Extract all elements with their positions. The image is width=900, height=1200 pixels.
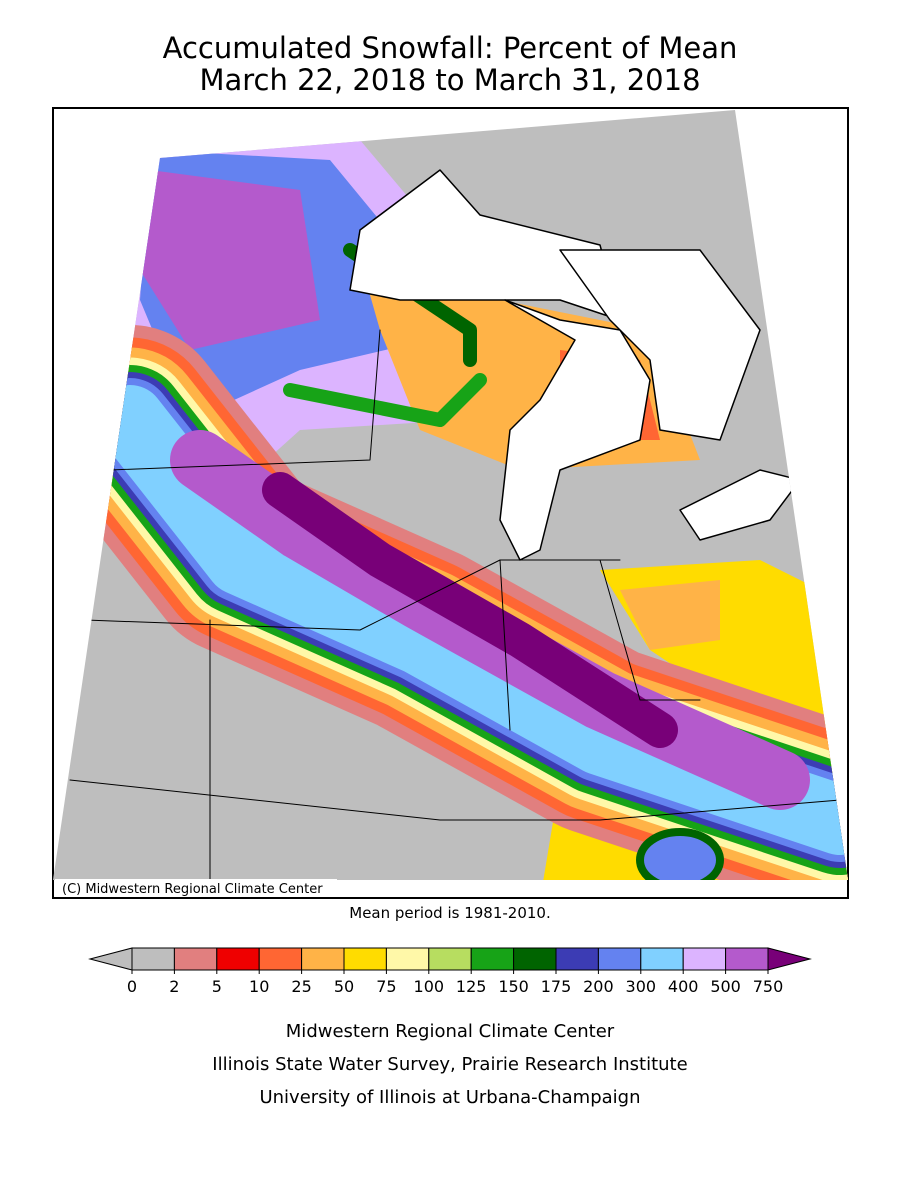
copyright: (C) Midwestern Regional Climate Center: [62, 882, 323, 897]
credit: Midwestern Regional Climate Center: [286, 1021, 615, 1042]
colorbar-tick-label: 5: [212, 977, 222, 996]
colorbar-tick-label: 175: [541, 977, 572, 996]
colorbar-swatch: [173, 947, 218, 971]
map: [53, 110, 848, 880]
colorbar-swatch: [385, 947, 430, 971]
colorbar-tick-label: 2: [169, 977, 179, 996]
colorbar-swatch: [725, 947, 769, 971]
colorbar: 0 2 5 10 25 50 75 100 125 150 175 200 300 400 500 750: [88, 947, 812, 996]
colorbar-tick-label: 100: [414, 977, 445, 996]
note: Mean period is 1981-2010.: [349, 904, 550, 922]
colorbar-tick-label: 400: [668, 977, 699, 996]
colorbar-tick-label: 50: [334, 977, 354, 996]
colorbar-over: [767, 947, 812, 971]
colorbar-swatch: [131, 947, 175, 971]
colorbar-swatch: [301, 947, 345, 971]
colorbar-swatch: [640, 947, 684, 971]
copyright-box: [55, 879, 337, 897]
colorbar-swatch: [597, 947, 642, 971]
colorbar-tick-label: 0: [127, 977, 137, 996]
colorbar-tick-label: 750: [753, 977, 784, 996]
colorbar-tick-label: 25: [291, 977, 311, 996]
title: March 22, 2018 to March 31, 2018: [199, 63, 700, 97]
title: Accumulated Snowfall: Percent of Mean: [163, 31, 738, 65]
colorbar-tick-label: 300: [626, 977, 657, 996]
colorbar-swatch: [555, 947, 599, 971]
colorbar-swatch: [682, 947, 727, 971]
colorbar-swatch: [258, 947, 303, 971]
colorbar-tick-label: 150: [498, 977, 529, 996]
colorbar-swatch: [470, 947, 515, 971]
colorbar-tick-label: 10: [249, 977, 269, 996]
colorbar-tick-label: 500: [710, 977, 741, 996]
colorbar-tick-label: 75: [376, 977, 396, 996]
credit: Illinois State Water Survey, Prairie Res…: [212, 1054, 687, 1075]
colorbar-swatch: [343, 947, 387, 971]
colorbar-tick-label: 200: [583, 977, 614, 996]
colorbar-swatch: [513, 947, 557, 971]
colorbar-tick-label: 125: [456, 977, 487, 996]
colorbar-swatch: [216, 947, 260, 971]
colorbar-under: [88, 947, 133, 971]
credit: University of Illinois at Urbana-Champai…: [259, 1087, 640, 1108]
colorbar-swatch: [428, 947, 472, 971]
